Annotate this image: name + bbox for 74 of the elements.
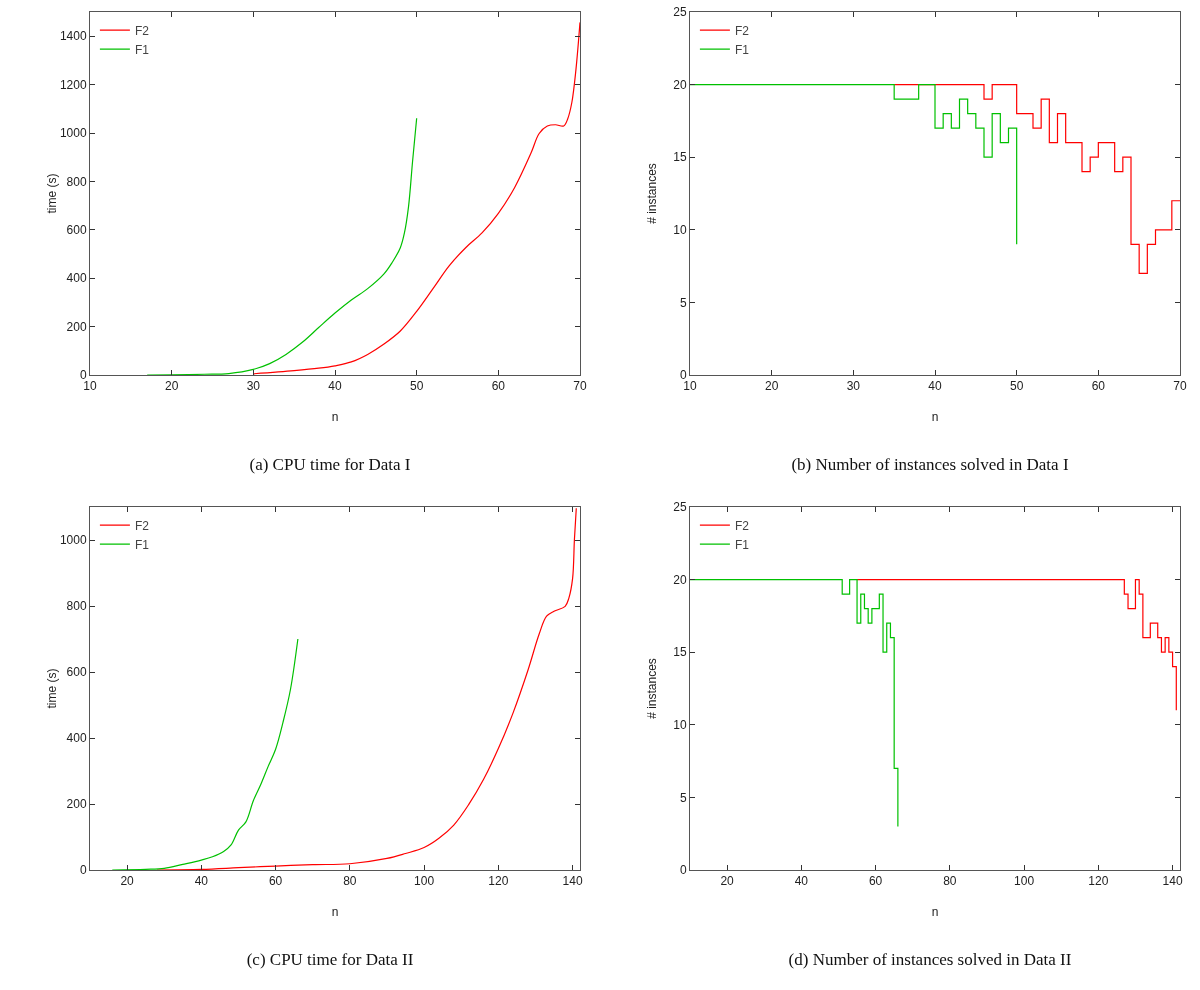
y-tick-label: 400 xyxy=(66,731,87,746)
x-tick-label: 60 xyxy=(268,874,283,889)
legend-label: F1 xyxy=(134,42,150,57)
x-axis-title: n xyxy=(331,905,339,919)
text: (b) Number of instances solved in Data I xyxy=(791,455,1069,475)
text: (a) CPU time for Data I xyxy=(249,455,411,475)
y-tick-label: 25 xyxy=(673,500,687,515)
x-tick-label: 40 xyxy=(794,874,809,889)
y-tick-label: 5 xyxy=(679,295,687,310)
x-tick-label: 20 xyxy=(720,874,735,889)
y-tick-label: 800 xyxy=(66,174,87,189)
y-tick-label: 10 xyxy=(673,718,687,732)
line-series xyxy=(146,117,418,375)
text: (d) Number of instances solved in Data II xyxy=(788,950,1072,970)
y-axis-title: # instances xyxy=(645,163,659,224)
y-tick-label: 400 xyxy=(66,271,87,286)
line-series xyxy=(252,21,580,375)
y-axis-title: time (s) xyxy=(45,668,59,709)
x-tick-label: 40 xyxy=(194,874,209,889)
legend-label: F2 xyxy=(734,23,750,38)
text: (c) CPU time for Data II xyxy=(246,950,414,970)
y-tick-label: 1000 xyxy=(59,533,87,548)
y-tick-label: 10 xyxy=(673,223,687,237)
x-tick-label: 60 xyxy=(868,874,883,889)
y-tick-label: 0 xyxy=(679,863,687,878)
legend-label: F2 xyxy=(134,518,150,533)
line-series xyxy=(156,507,577,870)
y-tick-label: 15 xyxy=(673,150,687,165)
x-tick-label: 40 xyxy=(328,379,342,394)
y-tick-label: 200 xyxy=(66,797,87,812)
x-tick-label: 70 xyxy=(573,379,587,394)
y-tick-label: 20 xyxy=(673,77,687,92)
x-tick-label: 30 xyxy=(846,379,861,394)
legend-label: F2 xyxy=(134,23,150,38)
x-tick-label: 80 xyxy=(943,874,957,889)
y-tick-label: 5 xyxy=(679,790,687,805)
x-tick-label: 120 xyxy=(1088,874,1109,889)
x-tick-label: 30 xyxy=(246,379,261,394)
y-axis-title: time (s) xyxy=(45,173,59,214)
y-axis-title: # instances xyxy=(645,658,659,719)
y-tick-label: 15 xyxy=(673,645,687,660)
x-tick-label: 140 xyxy=(1162,874,1183,889)
y-tick-label: 600 xyxy=(66,223,87,237)
x-tick-label: 20 xyxy=(164,379,179,394)
x-tick-label: 20 xyxy=(764,379,779,394)
y-tick-label: 25 xyxy=(673,5,687,20)
x-axis-title: n xyxy=(931,410,939,424)
x-tick-label: 50 xyxy=(1009,379,1024,394)
x-tick-label: 50 xyxy=(409,379,424,394)
y-tick-label: 0 xyxy=(79,863,87,878)
legend-label: F1 xyxy=(734,537,750,552)
x-tick-label: 40 xyxy=(928,379,942,394)
y-tick-label: 1200 xyxy=(59,77,87,92)
x-tick-label: 120 xyxy=(488,874,509,889)
line-series xyxy=(111,638,299,870)
x-tick-label: 80 xyxy=(343,874,357,889)
x-tick-label: 60 xyxy=(491,379,506,394)
x-tick-label: 100 xyxy=(1014,874,1035,889)
x-tick-label: 60 xyxy=(1091,379,1106,394)
x-tick-label: 20 xyxy=(120,874,135,889)
x-tick-label: 70 xyxy=(1173,379,1187,394)
y-tick-label: 600 xyxy=(66,665,87,680)
y-tick-label: 800 xyxy=(66,599,87,614)
legend-label: F2 xyxy=(734,518,750,533)
y-tick-label: 1400 xyxy=(59,29,87,44)
legend-label: F1 xyxy=(734,42,750,57)
x-axis-title: n xyxy=(931,905,939,919)
legend-label: F1 xyxy=(134,537,150,552)
y-tick-label: 20 xyxy=(673,572,687,587)
x-axis-title: n xyxy=(331,410,339,424)
x-tick-label: 140 xyxy=(562,874,583,889)
x-tick-label: 100 xyxy=(414,874,435,889)
y-tick-label: 1000 xyxy=(59,126,87,141)
y-tick-label: 200 xyxy=(66,319,87,334)
